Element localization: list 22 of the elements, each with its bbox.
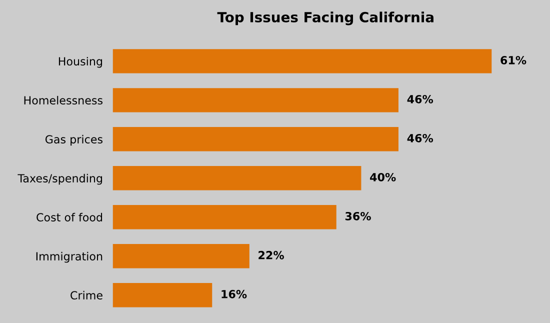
y-tick-label: Crime [70, 290, 102, 300]
bar [112, 283, 212, 308]
y-tick-label: Homelessness [24, 96, 102, 105]
data-label: 46% [407, 94, 434, 104]
bar [112, 49, 492, 74]
data-label: 40% [370, 172, 396, 182]
chart-title: Top Issues Facing California [217, 12, 434, 26]
data-label: 22% [258, 250, 284, 260]
bar [112, 88, 398, 112]
y-tick-label: Immigration [36, 252, 102, 263]
data-label: 61% [500, 56, 526, 64]
y-tick-label: Housing [58, 56, 102, 68]
y-tick-label: Gas prices [45, 134, 102, 146]
bar [112, 166, 362, 190]
bar [112, 244, 250, 268]
data-label: 16% [222, 290, 247, 298]
y-tick-label: Cost of food [36, 212, 102, 222]
data-label: 36% [345, 212, 371, 220]
data-label: 46% [407, 134, 434, 142]
bar [112, 205, 336, 230]
y-tick-label: Taxes/spending [18, 174, 102, 185]
bar [112, 127, 398, 152]
